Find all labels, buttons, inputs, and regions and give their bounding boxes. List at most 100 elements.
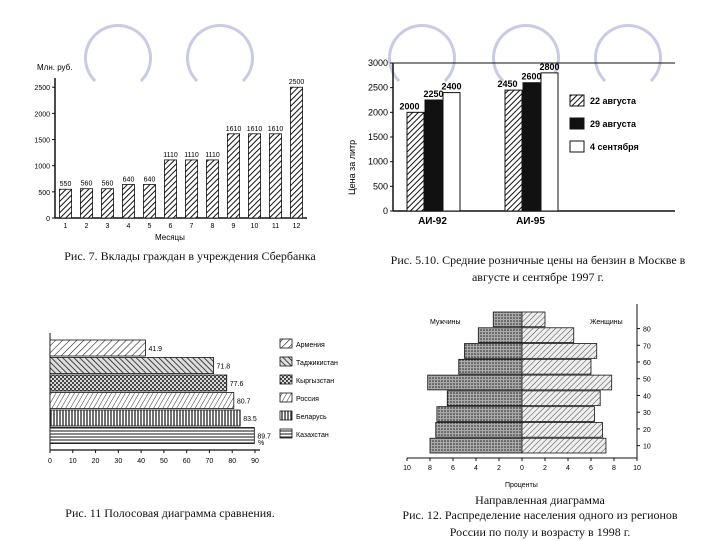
fig7-x-tick-label: 1 [64,223,68,230]
fig7-data-label: 1610 [268,126,284,133]
fig11-data-label: 71.8 [217,364,231,371]
decor-ring-2 [186,24,254,92]
fig12-xlabel: Проценты [505,482,538,489]
fig12-women-bar [521,358,592,375]
fig510-y-tick-label: 0 [383,206,388,216]
fig11-bar [49,339,146,357]
fig12-women-bar [521,406,595,422]
fig510-bar [504,89,523,212]
fig11-legend-swatch [279,410,293,421]
fig510-y-tick-label: 1500 [368,132,388,142]
fig7-data-label: 1110 [205,152,220,159]
fig12-women-bar [521,390,601,407]
fig11-caption: Рис. 11 Полосовая диаграмма сравнения. [65,506,275,520]
fig7-bar [227,133,240,219]
fig12-x-tick-label: 2 [543,465,547,472]
fig510-bar [522,82,541,212]
fig12-age-tick-label: 30 [643,410,651,417]
fig7-x-tick-label: 12 [293,223,301,230]
fig7-bar [101,188,114,219]
fig510-data-label: 2250 [423,89,443,99]
fig12-women-bar [521,327,575,343]
fig11-bar [49,409,241,427]
fig510-bar [424,99,443,212]
fig12-men-bar [464,343,523,359]
fig7-bar [59,188,72,219]
fig12-age-tick-label: 50 [643,377,651,384]
fig11-legend-swatch [279,392,293,403]
fig12-men-bar [429,437,523,454]
fig7-data-label: 640 [144,177,156,184]
fig7-x-tick-label: 3 [106,223,110,230]
fig7-bar [248,133,261,219]
fig11-chart: 0 10 20 30 40 50 60 70 80 90% 41.9 71.8 77.6 80.7 83.… [48,333,338,465]
fig510-bar [442,92,461,212]
fig12-x-tick-label: 4 [566,465,570,472]
fig510-y-tick-label: 500 [373,181,388,191]
fig7-data-label: 1610 [247,126,263,133]
fig12-age-tick-label: 70 [643,343,651,350]
fig11-legend-label: Россия [296,396,319,403]
fig11-x-tick-label: 50 [160,458,168,465]
fig7-data-label: 1110 [163,152,178,159]
fig510-bar [406,111,425,212]
fig12-right-label: Женщины [590,319,623,326]
fig11-bar [49,392,235,409]
fig12-title: Направленная диаграмма [475,493,605,507]
fig510-chart: Цена за литр 0 500 1000 1500 2000 2500 3000 20… [347,58,675,227]
fig510-legend-label: 22 августа [590,96,637,106]
fig12-age-tick-label: 60 [643,360,651,367]
fig7-x-tick-label: 11 [272,223,279,230]
fig11-data-label: 77.6 [230,381,244,388]
fig12-x-tick-label: 6 [589,465,593,472]
fig7-bar [122,184,135,219]
fig7-data-label: 560 [81,181,93,188]
fig510-legend-label: 29 августа [590,119,637,129]
fig7-xlabel: Месяцы [155,233,185,242]
fig7-bar [143,184,156,219]
fig11-x-tick-label: 30 [114,458,122,465]
fig11-data-label: 89.7 [257,434,271,441]
fig11-legend-swatch [279,356,293,367]
fig7-bar [206,159,219,219]
fig12-chart: Мужчины Женщины 10 8 6 4 2 0 2 4 6 8 1010203040506… [403,304,651,489]
fig11-data-label: 83.5 [243,416,257,423]
fig510-legend-label: 4 сентября [590,142,639,152]
fig12-men-bar [458,358,523,375]
fig11-bar [49,357,214,374]
fig7-y-tick-label: 500 [38,190,50,197]
fig11-x-tick-label: 0 [48,458,52,465]
fig12-x-tick-label: 6 [451,465,455,472]
fig11-x-tick-label: 10 [69,458,77,465]
fig11-data-label: 80.7 [237,399,251,406]
fig12-men-bar [436,406,523,422]
fig12-caption: Рис. 12. Распределение населения одного … [402,508,678,539]
fig11-x-tick-label: 80 [228,458,236,465]
fig7-y-tick-label: 1000 [34,164,50,171]
fig12-men-bar [446,390,523,407]
fig11-bar [49,374,228,392]
fig7-bar [290,86,303,219]
fig510-y-tick-label: 1000 [368,157,388,167]
fig7-y-tick-label: 0 [46,216,50,223]
fig7-x-tick-label: 6 [169,223,173,230]
fig510-y-tick-label: 2000 [368,107,388,117]
fig510-legend-swatch [569,117,585,130]
fig510-data-label: 2000 [399,101,419,111]
fig12-men-bar [492,311,523,328]
fig12-x-tick-label: 8 [428,465,432,472]
fig510-x-tick-label: АИ-95 [516,216,545,227]
fig7-data-label: 1610 [226,126,242,133]
fig7-y-tick-label: 1500 [34,138,50,145]
fig7-data-label: 560 [102,181,114,188]
fig12-x-tick-label: 10 [633,465,641,472]
fig7-x-tick-label: 7 [190,223,194,230]
fig7-bar [185,159,198,219]
fig12-age-tick-label: 40 [643,393,651,400]
fig7-bar [269,133,282,219]
fig12-age-tick-label: 10 [643,444,651,451]
fig12-age-tick-label: 20 [643,427,651,434]
fig11-legend-label: Казахстан [296,432,329,439]
fig11-x-tick-label: 70 [206,458,214,465]
